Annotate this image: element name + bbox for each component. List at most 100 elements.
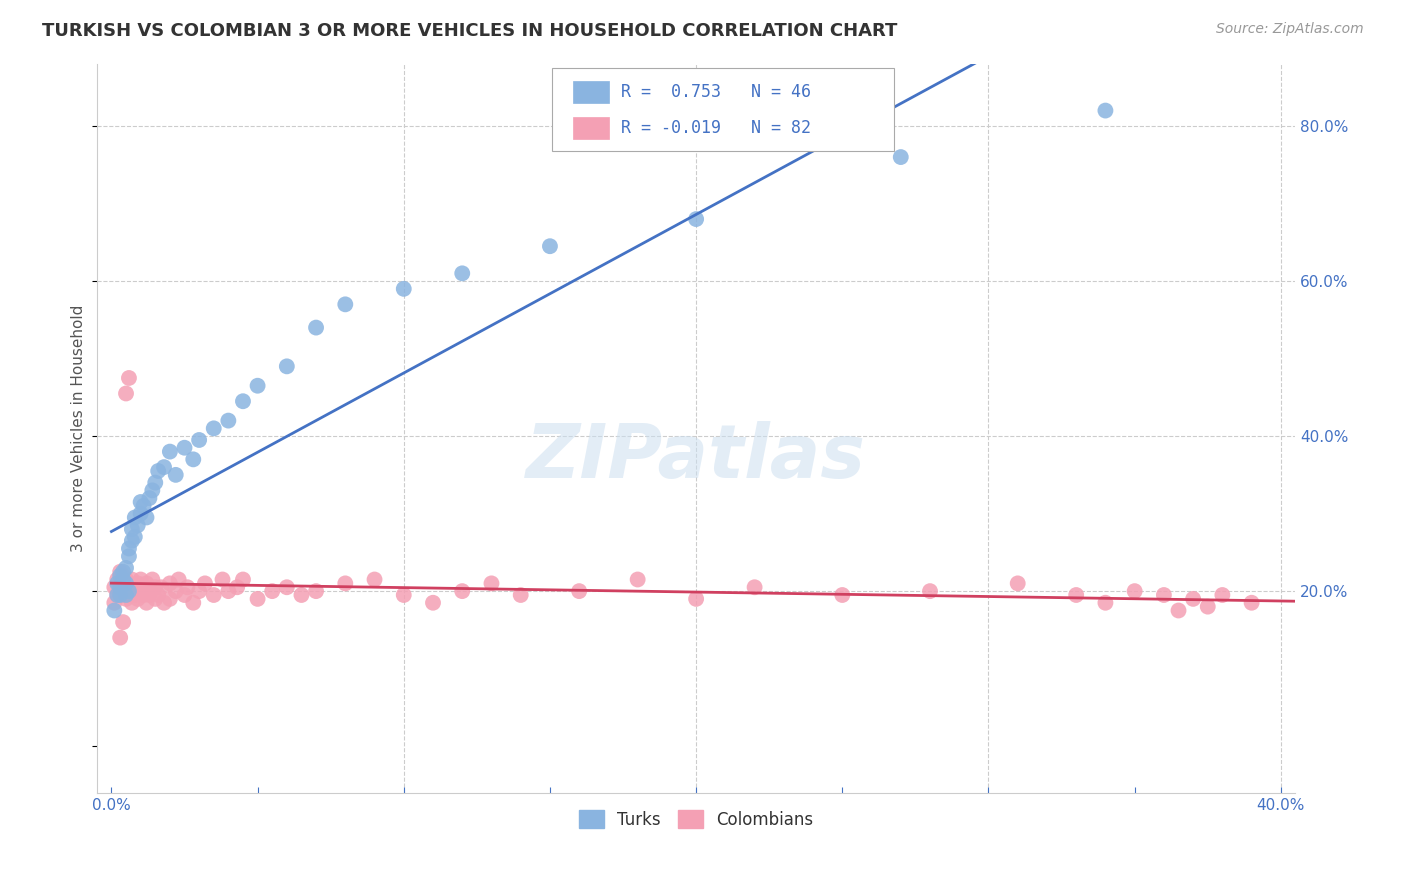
Point	[159, 591, 181, 606]
Point	[217, 584, 239, 599]
Point	[1153, 588, 1175, 602]
Point	[1211, 588, 1233, 602]
Point	[188, 584, 211, 599]
Point	[112, 568, 135, 582]
Point	[129, 495, 152, 509]
Point	[105, 588, 128, 602]
Point	[890, 150, 912, 164]
Point	[173, 588, 195, 602]
Point	[103, 580, 125, 594]
Point	[143, 475, 166, 490]
Point	[392, 282, 415, 296]
Legend: Turks, Colombians: Turks, Colombians	[572, 804, 820, 835]
Point	[538, 239, 561, 253]
Point	[132, 499, 155, 513]
Point	[115, 576, 138, 591]
Point	[112, 615, 135, 629]
Point	[1007, 576, 1029, 591]
Point	[165, 584, 187, 599]
Point	[451, 266, 474, 280]
Point	[451, 584, 474, 599]
Point	[181, 596, 204, 610]
Point	[115, 561, 138, 575]
Point	[135, 576, 157, 591]
Point	[115, 588, 138, 602]
Point	[232, 573, 254, 587]
Point	[141, 483, 163, 498]
Point	[305, 320, 328, 334]
Point	[105, 576, 128, 591]
Point	[118, 576, 141, 591]
Point	[108, 580, 131, 594]
Point	[1094, 103, 1116, 118]
Point	[143, 580, 166, 594]
Point	[194, 576, 217, 591]
Point	[167, 573, 190, 587]
Point	[115, 591, 138, 606]
Point	[150, 580, 173, 594]
Point	[141, 573, 163, 587]
FancyBboxPatch shape	[572, 117, 609, 139]
Point	[105, 588, 128, 602]
Point	[115, 386, 138, 401]
Point	[129, 507, 152, 521]
Point	[103, 603, 125, 617]
Point	[124, 580, 146, 594]
FancyBboxPatch shape	[572, 81, 609, 103]
Point	[112, 576, 135, 591]
Point	[1182, 591, 1205, 606]
Point	[138, 491, 160, 505]
Point	[627, 573, 650, 587]
Point	[108, 584, 131, 599]
Point	[211, 573, 233, 587]
Point	[138, 584, 160, 599]
Point	[112, 565, 135, 579]
Point	[918, 584, 941, 599]
Point	[1197, 599, 1219, 614]
Point	[159, 576, 181, 591]
Point	[121, 522, 143, 536]
Point	[108, 631, 131, 645]
Point	[115, 580, 138, 594]
Point	[121, 573, 143, 587]
Point	[127, 591, 149, 606]
Point	[165, 467, 187, 482]
Point	[121, 596, 143, 610]
Point	[290, 588, 312, 602]
Point	[176, 580, 198, 594]
Point	[422, 596, 444, 610]
Point	[132, 580, 155, 594]
Point	[153, 596, 176, 610]
Point	[118, 541, 141, 556]
Point	[138, 588, 160, 602]
Text: R =  0.753   N = 46: R = 0.753 N = 46	[620, 83, 811, 101]
Point	[148, 464, 170, 478]
Point	[392, 588, 415, 602]
Point	[129, 584, 152, 599]
Point	[1123, 584, 1146, 599]
Point	[1167, 603, 1189, 617]
Point	[105, 573, 128, 587]
Point	[118, 549, 141, 564]
Point	[118, 588, 141, 602]
Point	[129, 573, 152, 587]
Point	[181, 452, 204, 467]
Point	[127, 576, 149, 591]
Point	[831, 588, 853, 602]
Point	[246, 591, 269, 606]
Point	[685, 212, 707, 227]
Point	[153, 460, 176, 475]
Point	[202, 588, 225, 602]
Point	[1240, 596, 1263, 610]
Point	[685, 591, 707, 606]
Point	[568, 584, 591, 599]
Text: ZIPatlas: ZIPatlas	[526, 421, 866, 494]
Text: R = -0.019   N = 82: R = -0.019 N = 82	[620, 120, 811, 137]
Point	[112, 573, 135, 587]
Point	[118, 371, 141, 385]
Point	[124, 530, 146, 544]
Point	[132, 588, 155, 602]
Point	[217, 414, 239, 428]
Point	[135, 596, 157, 610]
Point	[276, 580, 298, 594]
